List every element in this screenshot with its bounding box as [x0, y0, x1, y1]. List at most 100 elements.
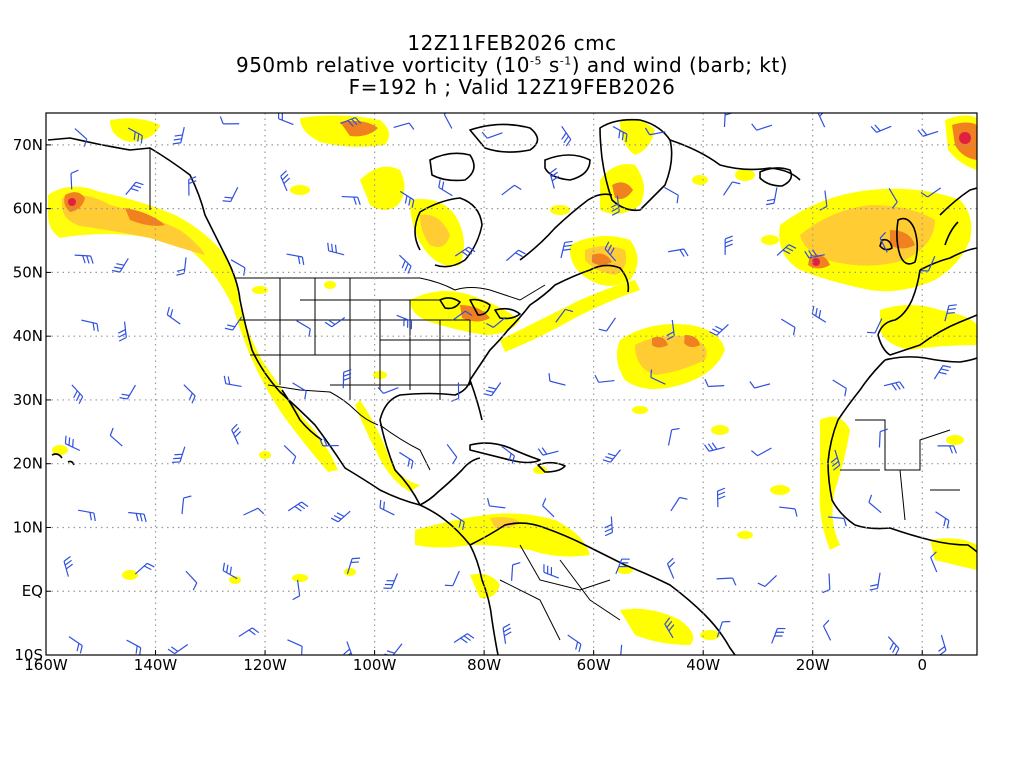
vorticity-max-alaska: [64, 192, 165, 226]
wind-barb: [612, 125, 628, 143]
vorticity-band-canada: [360, 166, 464, 266]
wind-barb: [438, 179, 453, 197]
wind-barb: [78, 509, 96, 522]
political-boundaries: [149, 148, 960, 641]
vorticity-core-alaska: [62, 195, 205, 255]
wind-barb: [231, 423, 242, 445]
map-title: 12Z11FEB2026 cmc 950mb relative vorticit…: [0, 32, 1024, 98]
wind-barb: [704, 378, 725, 388]
wind-barb: [486, 498, 506, 509]
vorticity-core-canada: [420, 214, 450, 248]
coast-central-america: [419, 457, 481, 506]
wind-barb: [171, 446, 186, 464]
y-tick-label: 70N: [13, 136, 43, 154]
wind-barb: [111, 258, 129, 273]
wind-barb: [716, 620, 731, 638]
wind-barb: [340, 116, 362, 127]
wind-barb: [109, 427, 123, 447]
coast-south-america: [469, 522, 736, 655]
wind-barb: [74, 128, 88, 147]
vorticity-core-greenland: [612, 182, 633, 199]
coast-uk: [879, 217, 919, 265]
lat-lon-grid: [46, 113, 977, 655]
x-tick-label: 60W: [577, 656, 611, 674]
wind-barb: [292, 579, 301, 601]
coast-africa-north: [884, 356, 977, 363]
wind-barb: [917, 128, 939, 137]
wind-barb: [751, 123, 773, 131]
coast-baja: [281, 389, 323, 441]
vorticity-peak-norwegian-sea: [959, 132, 971, 144]
vorticity-band-west-africa: [819, 416, 977, 570]
border-south-america: [499, 544, 621, 641]
vorticity-band-amazon: [470, 573, 694, 645]
coast-greenland-east: [669, 139, 801, 181]
x-tick-label: 120W: [243, 656, 287, 674]
wind-barb: [935, 511, 950, 529]
wind-barb: [594, 374, 615, 383]
wind-barb: [398, 254, 412, 274]
title-field: 950mb relative vorticity (10-5 s-1) and …: [235, 53, 789, 77]
wind-barb: [920, 256, 936, 272]
wind-barb: [128, 511, 147, 523]
wind-barb: [779, 506, 798, 517]
wind-barb: [930, 551, 938, 573]
wind-barb: [119, 384, 136, 400]
wind-barb: [615, 558, 630, 575]
x-tick-label: 40W: [686, 656, 720, 674]
wind-barb: [287, 501, 309, 512]
wind-barb: [822, 619, 832, 641]
wind-barb: [222, 186, 239, 203]
y-tick-label: EQ: [22, 582, 43, 600]
wind-barb: [185, 570, 198, 591]
wind-barb: [125, 181, 144, 196]
wind-barb: [771, 627, 786, 644]
wind-barb: [716, 577, 737, 586]
coast-cuba: [469, 442, 541, 464]
wind-barb: [670, 496, 688, 512]
wind-barb: [238, 627, 260, 637]
vorticity-max-labrador: [592, 253, 612, 265]
vorticity-peak-ne-atlantic: [812, 258, 820, 266]
wind-barb: [776, 244, 797, 256]
wind-barb: [341, 195, 361, 206]
wind-barb: [134, 562, 155, 575]
wind-barb: [567, 634, 582, 653]
title-valid-time: F=192 h ; Valid 12Z19FEB2026: [348, 75, 676, 99]
wind-barb: [716, 487, 726, 508]
wind-barb: [937, 445, 957, 454]
wind-barb: [64, 435, 81, 452]
wind-barb: [822, 573, 831, 594]
wind-barb: [167, 644, 189, 655]
vorticity-peak-alaska: [68, 198, 76, 206]
border-mexico-interior: [379, 424, 431, 471]
x-axis: 160W 140W 120W 100W 80W 60W 40W 20W 0: [24, 650, 927, 674]
wind-barb: [869, 572, 881, 591]
vorticity-speckles: [52, 169, 964, 640]
wind-barb: [868, 494, 882, 514]
wind-barb: [644, 127, 666, 136]
y-axis: 10S EQ 10N 20N 30N 40N 50N 60N 70N: [13, 136, 51, 664]
wind-barb: [749, 381, 771, 389]
wind-barb: [176, 257, 187, 276]
wind-barb: [71, 384, 84, 405]
wind-barb: [664, 617, 675, 639]
vorticity-band-caribbean: [415, 513, 590, 557]
wind-barb: [81, 319, 99, 332]
wind-barb: [481, 131, 503, 139]
wind-barb: [70, 169, 79, 190]
vorticity-core-arctic: [340, 120, 378, 137]
wind-barb: [450, 382, 460, 402]
wind-barb: [393, 122, 415, 130]
wind-barb: [604, 241, 617, 262]
x-tick-label: 100W: [353, 656, 397, 674]
x-tick-label: 80W: [467, 656, 501, 674]
wind-barb: [502, 623, 512, 644]
wind-barb: [620, 644, 623, 655]
coast-north-america-west: [47, 137, 471, 546]
coast-africa: [827, 359, 977, 553]
wind-barb: [668, 248, 689, 257]
vorticity-band-greenland: [600, 118, 655, 214]
x-tick-label: 20W: [796, 656, 830, 674]
border-us-states: [240, 278, 471, 400]
